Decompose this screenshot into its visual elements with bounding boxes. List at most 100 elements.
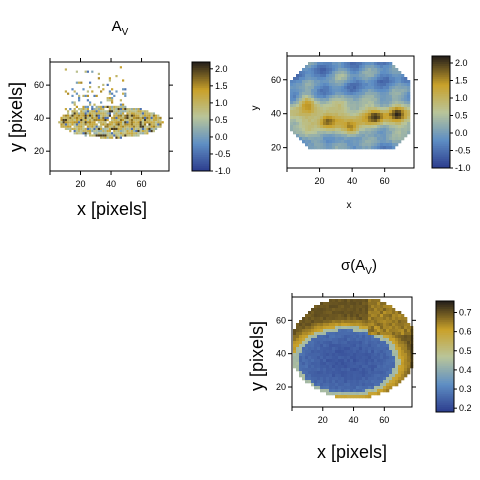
heatmap-cell <box>314 311 318 315</box>
heatmap-cell <box>341 83 345 87</box>
heatmap-cell <box>326 329 330 333</box>
heatmap-cell <box>341 380 345 384</box>
heatmap-cell <box>353 311 357 315</box>
heatmap-cell <box>338 326 342 330</box>
heatmap-cell <box>150 127 153 130</box>
heatmap-cell <box>150 125 153 128</box>
heatmap-cell <box>290 83 294 87</box>
heatmap-cell <box>144 119 147 122</box>
heatmap-cell <box>392 377 396 381</box>
heatmap-cell <box>332 98 336 102</box>
heatmap-cell <box>155 123 158 126</box>
heatmap-cell <box>141 116 144 119</box>
colorbar-swatch <box>192 116 210 119</box>
heatmap-cell <box>383 83 387 87</box>
heatmap-cell <box>353 98 357 102</box>
heatmap-cell <box>111 116 114 119</box>
heatmap-cell <box>374 95 378 99</box>
heatmap-cell <box>311 347 315 351</box>
heatmap-cell <box>84 105 87 108</box>
heatmap-cell <box>356 347 360 351</box>
heatmap-cell <box>347 137 351 141</box>
heatmap-cell <box>128 108 131 111</box>
heatmap-cell <box>389 347 393 351</box>
heatmap-cell <box>323 140 327 144</box>
heatmap-cell <box>365 128 369 132</box>
heatmap-cell <box>135 127 138 130</box>
heatmap-cell <box>311 95 315 99</box>
heatmap-cell <box>365 110 369 114</box>
heatmap-cell <box>359 377 363 381</box>
colorbar-swatch <box>192 156 210 159</box>
heatmap-cell <box>95 114 98 117</box>
heatmap-cell <box>362 374 366 378</box>
heatmap-cell <box>380 341 384 345</box>
heatmap-cell <box>296 368 300 372</box>
heatmap-cell <box>383 317 387 321</box>
heatmap-cell <box>359 371 363 375</box>
heatmap-cell <box>308 362 312 366</box>
heatmap-cell <box>362 80 366 84</box>
heatmap-cell <box>359 356 363 360</box>
heatmap-cell <box>317 128 321 132</box>
heatmap-cell <box>317 305 321 309</box>
heatmap-cell <box>395 119 399 123</box>
heatmap-cell <box>353 377 357 381</box>
heatmap-cell <box>365 143 369 147</box>
colorbar-swatch <box>192 138 210 141</box>
heatmap-cell <box>106 127 109 130</box>
heatmap-cell <box>398 140 402 144</box>
heatmap-cell <box>380 74 384 78</box>
heatmap-cell <box>386 119 390 123</box>
heatmap-cell <box>122 108 125 111</box>
heatmap-cell <box>296 101 300 105</box>
heatmap-cell <box>296 353 300 357</box>
heatmap-cell <box>71 119 74 122</box>
heatmap-cell <box>106 110 109 113</box>
heatmap-cell <box>350 332 354 336</box>
heatmap-cell <box>75 105 78 108</box>
heatmap-cell <box>126 130 129 133</box>
heatmap-cell <box>335 395 339 399</box>
heatmap-cell <box>299 335 303 339</box>
heatmap-cell <box>62 114 65 117</box>
heatmap-cell <box>335 119 339 123</box>
heatmap-cell <box>139 125 142 128</box>
heatmap-cell <box>362 128 366 132</box>
heatmap-cell <box>335 362 339 366</box>
heatmap-cell <box>338 359 342 363</box>
heatmap-cell <box>311 374 315 378</box>
heatmap-cell <box>392 362 396 366</box>
heatmap-cell <box>326 353 330 357</box>
heatmap-cell <box>155 121 158 124</box>
heatmap-cell <box>407 122 411 126</box>
colorbar-swatch <box>436 395 454 398</box>
heatmap-cell <box>344 98 348 102</box>
heatmap-cell <box>392 317 396 321</box>
heatmap-cell <box>359 95 363 99</box>
heatmap-cell <box>353 299 357 303</box>
heatmap-cell <box>293 104 297 108</box>
heatmap-cell <box>341 71 345 75</box>
heatmap-cell <box>75 132 78 135</box>
heatmap-cell <box>308 335 312 339</box>
heatmap-cell <box>78 116 81 119</box>
heatmap-cell <box>356 368 360 372</box>
colorbar-swatch <box>192 81 210 85</box>
heatmap-cell <box>329 314 333 318</box>
heatmap-cell <box>389 143 393 147</box>
heatmap-cell <box>392 314 396 318</box>
heatmap-cell <box>82 110 85 113</box>
heatmap-cell <box>368 128 372 132</box>
heatmap-cell <box>317 374 321 378</box>
colorbar-swatch <box>432 100 450 104</box>
heatmap-cell <box>338 314 342 318</box>
heatmap-cell <box>152 127 155 130</box>
heatmap-cell <box>404 95 408 99</box>
colorbar-swatch <box>432 136 450 139</box>
heatmap-cell <box>100 101 103 104</box>
heatmap-cell <box>356 125 360 129</box>
heatmap-cell <box>359 329 363 333</box>
heatmap-cell <box>332 74 336 78</box>
heatmap-cell <box>311 326 315 330</box>
